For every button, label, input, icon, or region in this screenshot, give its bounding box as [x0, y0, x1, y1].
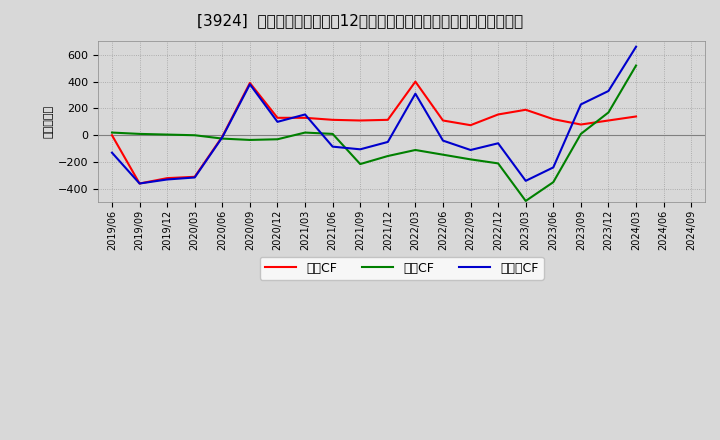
Y-axis label: （百万円）: （百万円）: [44, 105, 54, 139]
Text: [3924]  キャッシュフローの12か月移動合計の対前年同期増減額の推移: [3924] キャッシュフローの12か月移動合計の対前年同期増減額の推移: [197, 13, 523, 28]
Legend: 営業CF, 投資CF, フリーCF: 営業CF, 投資CF, フリーCF: [260, 257, 544, 280]
